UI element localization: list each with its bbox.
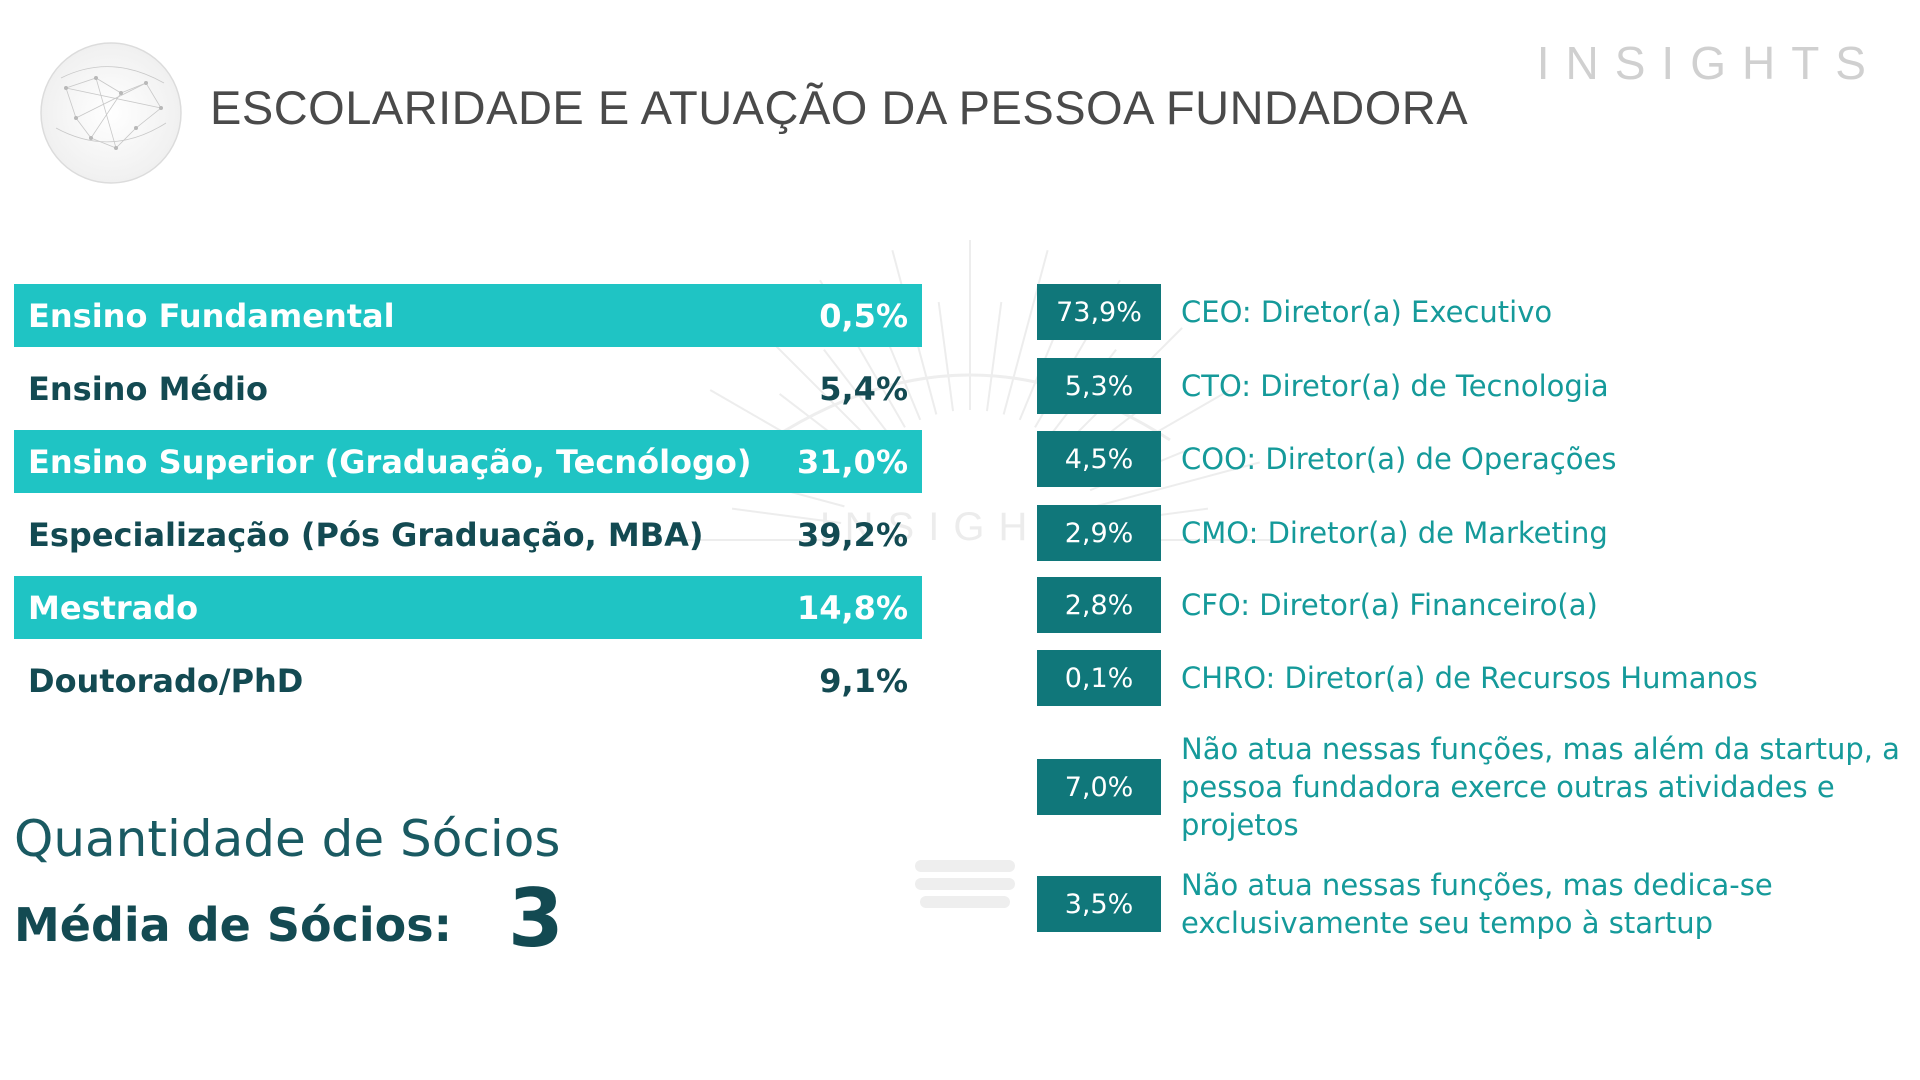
role-label: CEO: Diretor(a) Executivo: [1181, 295, 1553, 329]
role-percent-badge: 73,9%: [1037, 284, 1161, 340]
socios-title: Quantidade de Sócios: [14, 810, 561, 868]
education-row-fundamental: Ensino Fundamental 0,5%: [14, 284, 922, 347]
education-list: Ensino Fundamental 0,5% Ensino Médio 5,4…: [14, 284, 922, 722]
role-percent-badge: 7,0%: [1037, 759, 1161, 815]
education-label: Ensino Médio: [28, 369, 268, 408]
socios-average-label: Média de Sócios:: [14, 898, 453, 952]
role-row-chro: 0,1% CHRO: Diretor(a) de Recursos Humano…: [1037, 650, 1911, 706]
education-value: 14,8%: [796, 588, 908, 627]
education-label: Ensino Fundamental: [28, 296, 395, 335]
education-label: Ensino Superior (Graduação, Tecnólogo): [28, 442, 752, 481]
role-percent-badge: 2,9%: [1037, 505, 1161, 561]
education-row-mestrado: Mestrado 14,8%: [14, 576, 922, 639]
education-row-superior: Ensino Superior (Graduação, Tecnólogo) 3…: [14, 430, 922, 493]
education-value: 31,0%: [796, 442, 908, 481]
education-row-medio: Ensino Médio 5,4%: [14, 357, 922, 420]
education-label: Doutorado/PhD: [28, 661, 304, 700]
role-row-dedicacao-exclusiva: 3,5% Não atua nessas funções, mas dedica…: [1037, 866, 1911, 942]
role-label: CFO: Diretor(a) Financeiro(a): [1181, 588, 1598, 622]
education-value: 39,2%: [796, 515, 908, 554]
role-label: CHRO: Diretor(a) de Recursos Humanos: [1181, 661, 1758, 695]
role-row-ceo: 73,9% CEO: Diretor(a) Executivo: [1037, 284, 1911, 340]
role-row-cfo: 2,8% CFO: Diretor(a) Financeiro(a): [1037, 577, 1911, 633]
role-label: Não atua nessas funções, mas dedica-se e…: [1181, 868, 1773, 940]
role-row-cmo: 2,9% CMO: Diretor(a) de Marketing: [1037, 505, 1911, 561]
role-label: Não atua nessas funções, mas além da sta…: [1181, 732, 1900, 842]
role-row-cto: 5,3% CTO: Diretor(a) de Tecnologia: [1037, 358, 1911, 414]
socios-average-value: 3: [508, 872, 564, 965]
role-percent-badge: 4,5%: [1037, 431, 1161, 487]
role-percent-badge: 2,8%: [1037, 577, 1161, 633]
watermark-ray: [937, 301, 955, 412]
role-label: COO: Diretor(a) de Operações: [1181, 442, 1617, 476]
role-percent-badge: 5,3%: [1037, 358, 1161, 414]
education-row-doutorado: Doutorado/PhD 9,1%: [14, 649, 922, 712]
role-row-coo: 4,5% COO: Diretor(a) de Operações: [1037, 431, 1911, 487]
education-value: 5,4%: [819, 369, 908, 408]
education-value: 0,5%: [819, 296, 908, 335]
role-row-outras-atividades: 7,0% Não atua nessas funções, mas além d…: [1037, 730, 1911, 844]
role-label: CMO: Diretor(a) de Marketing: [1181, 516, 1608, 550]
page-title: ESCOLARIDADE E ATUAÇÃO DA PESSOA FUNDADO…: [210, 81, 1469, 134]
education-row-especializacao: Especialização (Pós Graduação, MBA) 39,2…: [14, 503, 922, 566]
education-label: Mestrado: [28, 588, 199, 627]
globe-network-icon: [40, 42, 182, 184]
role-label: CTO: Diretor(a) de Tecnologia: [1181, 369, 1609, 403]
education-value: 9,1%: [819, 661, 908, 700]
watermark-ray: [985, 301, 1003, 412]
role-percent-badge: 0,1%: [1037, 650, 1161, 706]
brand-logo-text: INSIGHTS: [1536, 37, 1882, 89]
role-percent-badge: 3,5%: [1037, 876, 1161, 932]
education-label: Especialização (Pós Graduação, MBA): [28, 515, 704, 554]
